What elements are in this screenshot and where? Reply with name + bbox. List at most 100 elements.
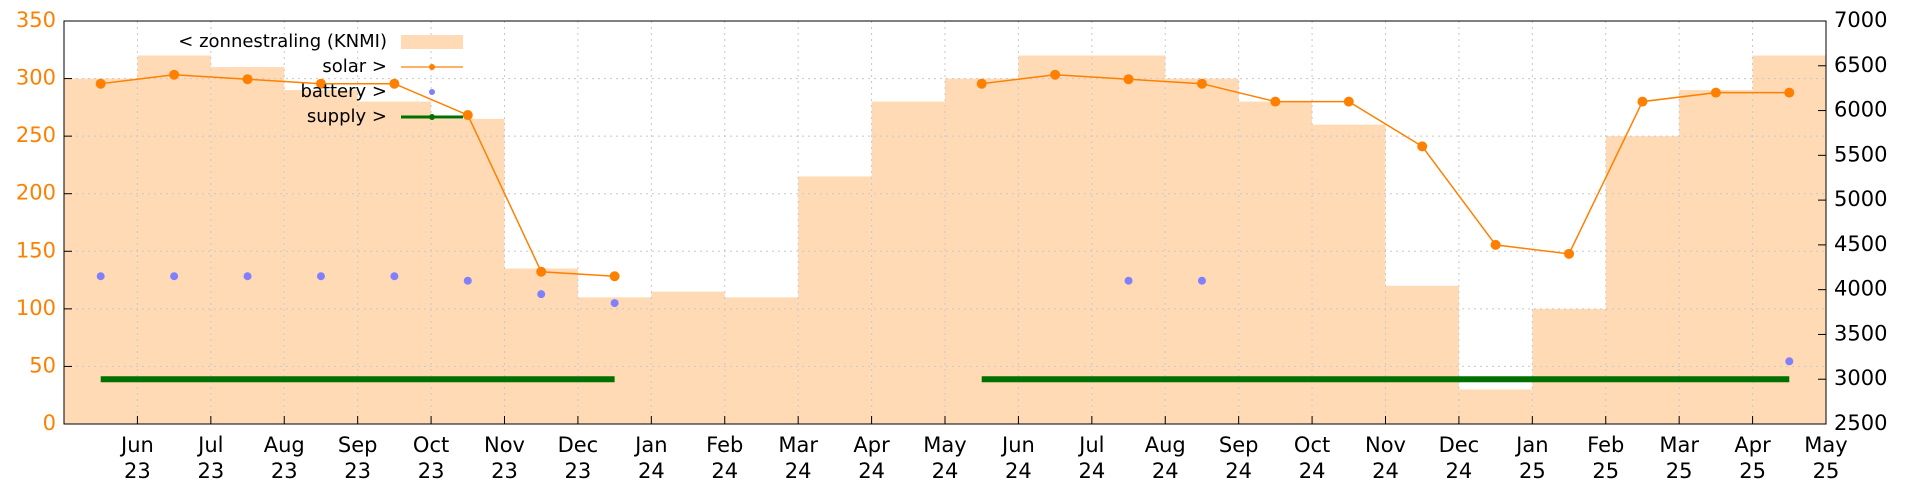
y2-tick-label: 2500 <box>1834 411 1887 435</box>
area-bar <box>1605 136 1680 424</box>
series-point <box>537 290 546 299</box>
series-line <box>981 73 1790 255</box>
series-point <box>536 266 547 277</box>
x-tick-label: Jul 24 <box>1078 433 1106 480</box>
series-point <box>1784 87 1795 98</box>
series-point <box>95 78 106 89</box>
area-bar <box>1385 285 1459 424</box>
x-tick-label: Nov 23 <box>484 433 525 480</box>
area-bar <box>1018 55 1092 425</box>
area-bar <box>724 297 799 424</box>
area-bar <box>431 118 505 424</box>
legend-point <box>429 64 435 70</box>
y2-tick-label: 6000 <box>1834 98 1887 122</box>
x-tick-label: Aug 23 <box>263 433 305 480</box>
series-point <box>170 272 179 281</box>
series-point <box>1564 248 1575 259</box>
series-point <box>1124 276 1133 285</box>
series-point <box>316 272 325 281</box>
series-point <box>96 272 105 281</box>
series-point <box>243 272 252 281</box>
area-bar <box>1165 78 1239 425</box>
y2-tick-label: 3500 <box>1834 321 1887 345</box>
x-tick-label: Oct 23 <box>412 433 450 480</box>
series-point <box>242 74 253 85</box>
y2-tick-label: 4500 <box>1834 232 1887 256</box>
y-tick-label: 150 <box>16 238 56 262</box>
series-point <box>390 272 399 281</box>
legend-label: supply > <box>307 106 387 127</box>
x-tick-label: Jan 24 <box>635 433 668 480</box>
y-tick-label: 250 <box>16 123 56 147</box>
y-tick-label: 350 <box>16 8 56 32</box>
series-line <box>100 73 615 277</box>
series-point <box>389 78 400 89</box>
area-bar <box>1312 124 1386 424</box>
x-tick-label: Oct 24 <box>1293 433 1331 480</box>
x-tick-label: Feb 25 <box>1587 433 1625 480</box>
area-bar <box>651 291 725 424</box>
y-tick-label: 50 <box>29 353 56 377</box>
area-bar <box>577 297 652 424</box>
legend-label: battery > <box>300 81 387 102</box>
x-tick-label: Jul 23 <box>197 433 225 480</box>
y2-tick-label: 3000 <box>1834 366 1887 390</box>
y2-tick-label: 6500 <box>1834 53 1887 77</box>
series-point <box>976 78 987 89</box>
area-bar <box>210 67 285 425</box>
series-point <box>1196 78 1207 89</box>
x-tick-label: Mar 25 <box>1659 433 1699 480</box>
x-tick-label: Jun 23 <box>121 433 154 480</box>
area-bar <box>137 55 211 425</box>
y-tick-label: 100 <box>16 296 56 320</box>
legend-swatch <box>401 35 463 49</box>
series-point <box>315 78 326 89</box>
x-tick-label: Aug 24 <box>1144 433 1186 480</box>
x-tick-label: Sep 24 <box>1218 433 1259 480</box>
area-bar <box>798 176 872 424</box>
x-tick-label: Nov 24 <box>1365 433 1406 480</box>
x-tick-label: Apr 24 <box>853 433 890 480</box>
x-tick-label: Feb 24 <box>706 433 744 480</box>
series-point <box>1343 96 1354 107</box>
series-point <box>1785 357 1794 366</box>
x-tick-label: Dec 23 <box>557 433 599 480</box>
x-tick-label: Mar 24 <box>778 433 818 480</box>
y-tick-label: 0 <box>43 411 56 435</box>
x-tick-label: Jan 25 <box>1516 433 1549 480</box>
series-point <box>1050 69 1061 80</box>
y2-tick-label: 5500 <box>1834 142 1887 166</box>
y2-tick-label: 4000 <box>1834 277 1887 301</box>
area-bar <box>1532 308 1606 424</box>
series-point <box>1270 96 1281 107</box>
legend-label: < zonnestraling (KNMI) <box>178 31 387 52</box>
area-bar <box>284 90 358 424</box>
series-point <box>1197 276 1206 285</box>
series-point <box>1637 96 1648 107</box>
y-tick-label: 300 <box>16 66 56 90</box>
y-tick-label: 200 <box>16 181 56 205</box>
series-point <box>609 271 620 282</box>
x-tick-label: May 24 <box>923 433 967 480</box>
legend-point <box>429 89 435 95</box>
series-point <box>169 69 180 80</box>
x-tick-label: Apr 25 <box>1734 433 1771 480</box>
y2-tick-label: 5000 <box>1834 187 1887 211</box>
series-point <box>610 299 619 308</box>
area-bar <box>1238 101 1313 424</box>
area-bar <box>1679 90 1753 424</box>
x-tick-label: May 25 <box>1804 433 1848 480</box>
legend-point <box>429 114 435 120</box>
x-tick-label: Jun 24 <box>1002 433 1035 480</box>
series-point <box>462 110 473 121</box>
area-bar <box>1091 55 1166 425</box>
legend-label: solar > <box>322 56 387 77</box>
area-bar <box>357 101 432 424</box>
y2-tick-label: 7000 <box>1834 8 1887 32</box>
area-bar <box>1752 55 1826 425</box>
series-point <box>1123 74 1134 85</box>
area-bar <box>871 101 945 424</box>
x-tick-label: Sep 23 <box>337 433 378 480</box>
